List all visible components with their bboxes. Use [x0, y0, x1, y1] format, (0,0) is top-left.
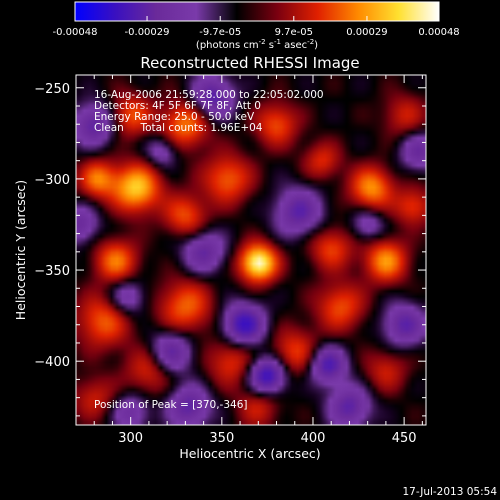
colorbar-tick-label: 9.7e-05 [275, 27, 313, 38]
colorbar-bar [75, 2, 439, 21]
y-axis-label: Heliocentric Y (arcsec) [13, 180, 28, 320]
colorbar-tick-label: -0.00029 [125, 27, 170, 38]
annotation-energy-range: Energy Range: 25.0 - 50.0 keV [94, 111, 255, 123]
plot-area: 300 350 400 450 −250 −300 −350 −400 [34, 74, 427, 446]
plot-frame [75, 74, 427, 426]
colorbar-tick-label: -0.00048 [53, 27, 98, 38]
x-tick-label: 450 [392, 431, 417, 446]
heatmap-image [76, 75, 426, 425]
chart-title: Reconstructed RHESSI Image [140, 54, 359, 72]
colorbar-frame [74, 1, 440, 22]
colorbar: -0.00048 -0.00029 -9.7e-05 9.7e-05 0.00029 0.… [53, 1, 460, 51]
y-tick-label: −300 [34, 173, 70, 188]
x-tick-label: 400 [301, 431, 326, 446]
colorbar-tick-label: -9.7e-05 [199, 27, 241, 38]
x-tick-label: 350 [209, 431, 234, 446]
x-axis-label: Heliocentric X (arcsec) [179, 446, 320, 461]
annotation-clean-counts: Clean Total counts: 1.96E+04 [94, 122, 263, 134]
axis-ticks: 300 350 400 450 −250 −300 −350 −400 [34, 75, 426, 446]
annotation-detectors: Detectors: 4F 5F 6F 7F 8F, Att 0 [94, 100, 261, 112]
colorbar-ticks: -0.00048 -0.00029 -9.7e-05 9.7e-05 0.00029 0.… [53, 16, 460, 38]
y-tick-label: −350 [34, 264, 70, 279]
colorbar-tick-label: 0.00029 [346, 27, 387, 38]
colorbar-tick-label: 0.00048 [418, 27, 459, 38]
colorbar-unit-label: (photons cm-2 s-1 asec-2) [196, 38, 318, 51]
y-tick-label: −400 [34, 355, 70, 370]
annotation-peak-position: Position of Peak = [370,-346] [94, 399, 248, 411]
annotation-time-range: 16-Aug-2006 21:59:28.000 to 22:05:02.000 [94, 89, 324, 101]
info-annotations: 16-Aug-2006 21:59:28.000 to 22:05:02.000… [94, 89, 324, 411]
x-tick-label: 300 [118, 431, 143, 446]
y-tick-label: −250 [34, 82, 70, 97]
render-timestamp: 17-Jul-2013 05:54 [402, 486, 497, 498]
